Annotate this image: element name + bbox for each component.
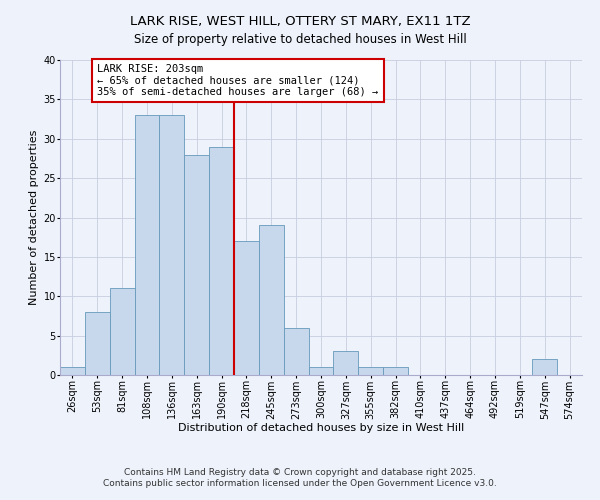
Bar bbox=[134, 115, 160, 375]
Bar bbox=[85, 312, 110, 375]
Bar bbox=[358, 367, 383, 375]
Bar bbox=[259, 226, 284, 375]
Bar bbox=[234, 241, 259, 375]
Bar bbox=[532, 359, 557, 375]
Y-axis label: Number of detached properties: Number of detached properties bbox=[29, 130, 39, 305]
Bar bbox=[284, 328, 308, 375]
Bar bbox=[160, 115, 184, 375]
Bar bbox=[209, 146, 234, 375]
Text: LARK RISE: 203sqm
← 65% of detached houses are smaller (124)
35% of semi-detache: LARK RISE: 203sqm ← 65% of detached hous… bbox=[97, 64, 379, 97]
Text: Size of property relative to detached houses in West Hill: Size of property relative to detached ho… bbox=[134, 32, 466, 46]
Bar bbox=[308, 367, 334, 375]
Text: Contains HM Land Registry data © Crown copyright and database right 2025.
Contai: Contains HM Land Registry data © Crown c… bbox=[103, 468, 497, 487]
Bar bbox=[184, 154, 209, 375]
Text: LARK RISE, WEST HILL, OTTERY ST MARY, EX11 1TZ: LARK RISE, WEST HILL, OTTERY ST MARY, EX… bbox=[130, 15, 470, 28]
Bar bbox=[110, 288, 134, 375]
Bar bbox=[60, 367, 85, 375]
Bar bbox=[383, 367, 408, 375]
X-axis label: Distribution of detached houses by size in West Hill: Distribution of detached houses by size … bbox=[178, 422, 464, 432]
Bar bbox=[334, 352, 358, 375]
